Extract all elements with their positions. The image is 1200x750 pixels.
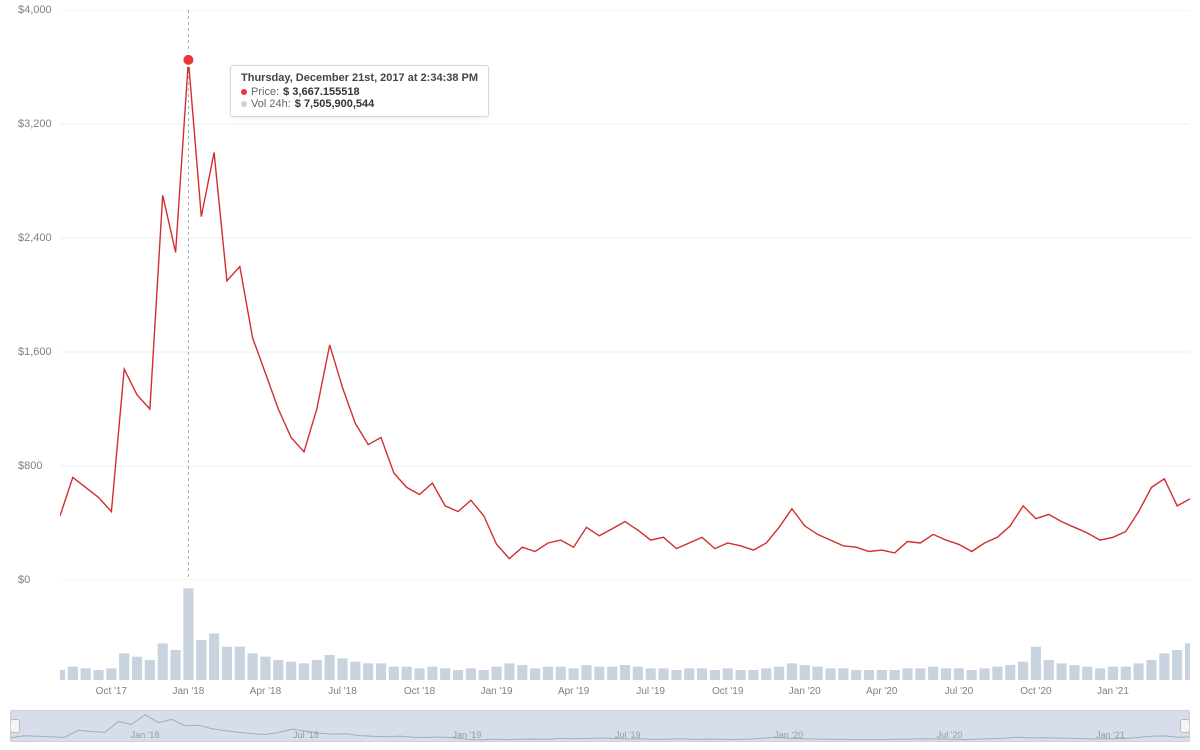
navigator-x-label: Jan '21: [1096, 730, 1125, 740]
x-axis-label: Jan '21: [1097, 686, 1129, 697]
x-axis-label: Apr '18: [250, 686, 281, 697]
navigator-x-label: Jul '19: [615, 730, 641, 740]
navigator-handle-left[interactable]: [10, 719, 20, 733]
navigator-x-label: Jul '18: [293, 730, 319, 740]
navigator-x-label: Jan '20: [774, 730, 803, 740]
tooltip-dot: [241, 101, 247, 107]
x-axis-label: Jan '20: [789, 686, 821, 697]
tooltip-dot: [241, 89, 247, 95]
tooltip-value: $ 3,667.155518: [283, 86, 359, 98]
x-axis-label: Oct '18: [404, 686, 435, 697]
y-axis-label: $2,400: [18, 232, 52, 244]
tooltip-label: Price:: [251, 86, 279, 98]
price-chart: $0 $800 $1,600 $2,400 $3,200 $4,000 Thursday,…: [0, 0, 1200, 750]
y-axis-label: $1,600: [18, 346, 52, 358]
tooltip: Thursday, December 21st, 2017 at 2:34:38…: [230, 65, 489, 117]
x-axis-label: Oct '17: [96, 686, 127, 697]
tooltip-label: Vol 24h:: [251, 98, 291, 110]
x-axis-label: Jan '18: [172, 686, 204, 697]
tooltip-row: Vol 24h: $ 7,505,900,544: [241, 98, 478, 110]
tooltip-date: Thursday, December 21st, 2017 at 2:34:38…: [241, 72, 478, 84]
volume-panel: [60, 580, 1190, 680]
navigator-x-label: Jul '20: [937, 730, 963, 740]
x-axis-label: Apr '19: [558, 686, 589, 697]
x-axis-label: Jul '19: [636, 686, 665, 697]
navigator-handle-right[interactable]: [1180, 719, 1190, 733]
navigator-x-label: Jan '18: [131, 730, 160, 740]
x-axis-label: Apr '20: [866, 686, 897, 697]
x-axis-label: Jan '19: [481, 686, 513, 697]
x-axis-label: Jul '18: [328, 686, 357, 697]
x-axis-label: Jul '20: [945, 686, 974, 697]
navigator[interactable]: Jan '18 Jul '18 Jan '19 Jul '19 Jan '20 Jul '…: [10, 710, 1190, 742]
y-axis-label: $3,200: [18, 118, 52, 130]
y-axis-label: $0: [18, 574, 30, 586]
navigator-x-label: Jan '19: [453, 730, 482, 740]
tooltip-row: Price: $ 3,667.155518: [241, 86, 478, 98]
tooltip-value: $ 7,505,900,544: [295, 98, 375, 110]
navigator-mask[interactable]: [11, 711, 1189, 741]
y-axis-label: $4,000: [18, 4, 52, 16]
y-axis-label: $800: [18, 460, 42, 472]
x-axis-label: Oct '19: [712, 686, 743, 697]
plot-area[interactable]: Thursday, December 21st, 2017 at 2:34:38…: [60, 10, 1190, 580]
x-axis-label: Oct '20: [1020, 686, 1051, 697]
